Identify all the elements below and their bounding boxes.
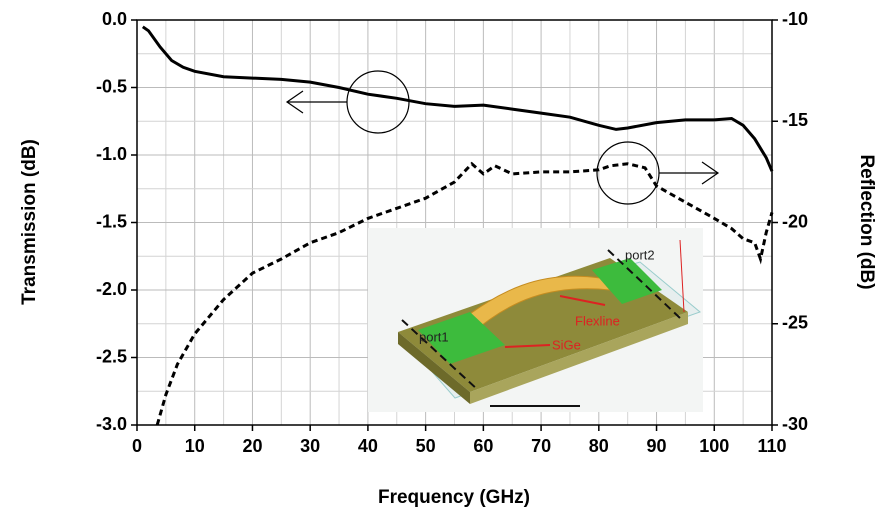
y-tick-label: -2.5 <box>96 346 127 366</box>
x-tick-label: 50 <box>416 436 436 456</box>
y2-tick-label: -15 <box>782 110 808 130</box>
y2-tick-label: -30 <box>782 414 808 434</box>
y2-tick-label: -20 <box>782 211 808 231</box>
inset-image: port2 port1 Flexline SiGe <box>368 228 703 412</box>
chart: Frequency (GHz) Transmission (dB) Reflec… <box>0 0 891 514</box>
x-tick-label: 100 <box>699 436 729 456</box>
y2-tick-label: -25 <box>782 313 808 333</box>
x-tick-label: 70 <box>531 436 551 456</box>
inset-label: Flexline <box>575 313 620 328</box>
x-axis-label: Frequency (GHz) <box>378 487 530 508</box>
inset-label: SiGe <box>552 337 581 352</box>
y2-axis-label: Reflection (dB) <box>856 154 877 289</box>
y-tick-label: -1.5 <box>96 211 127 231</box>
y-tick-label: -0.5 <box>96 76 127 96</box>
x-tick-label: 30 <box>300 436 320 456</box>
x-tick-label: 110 <box>757 436 786 456</box>
y-axis-label: Transmission (dB) <box>19 139 40 305</box>
y-tick-label: 0.0 <box>102 9 127 29</box>
annotation-circle <box>347 71 409 133</box>
y2-tick-label: -10 <box>782 9 808 29</box>
y-tick-label: -3.0 <box>96 414 127 434</box>
x-tick-label: 80 <box>589 436 609 456</box>
inset-label: port1 <box>419 329 449 344</box>
y-tick-label: -1.0 <box>96 144 127 164</box>
x-tick-label: 10 <box>185 436 205 456</box>
y-tick-label: -2.0 <box>96 279 127 299</box>
x-tick-label: 90 <box>647 436 667 456</box>
series-line <box>143 27 772 171</box>
x-tick-label: 40 <box>358 436 378 456</box>
x-tick-label: 20 <box>242 436 262 456</box>
inset-label: port2 <box>625 247 655 262</box>
x-tick-label: 0 <box>132 436 142 456</box>
x-tick-label: 60 <box>473 436 493 456</box>
